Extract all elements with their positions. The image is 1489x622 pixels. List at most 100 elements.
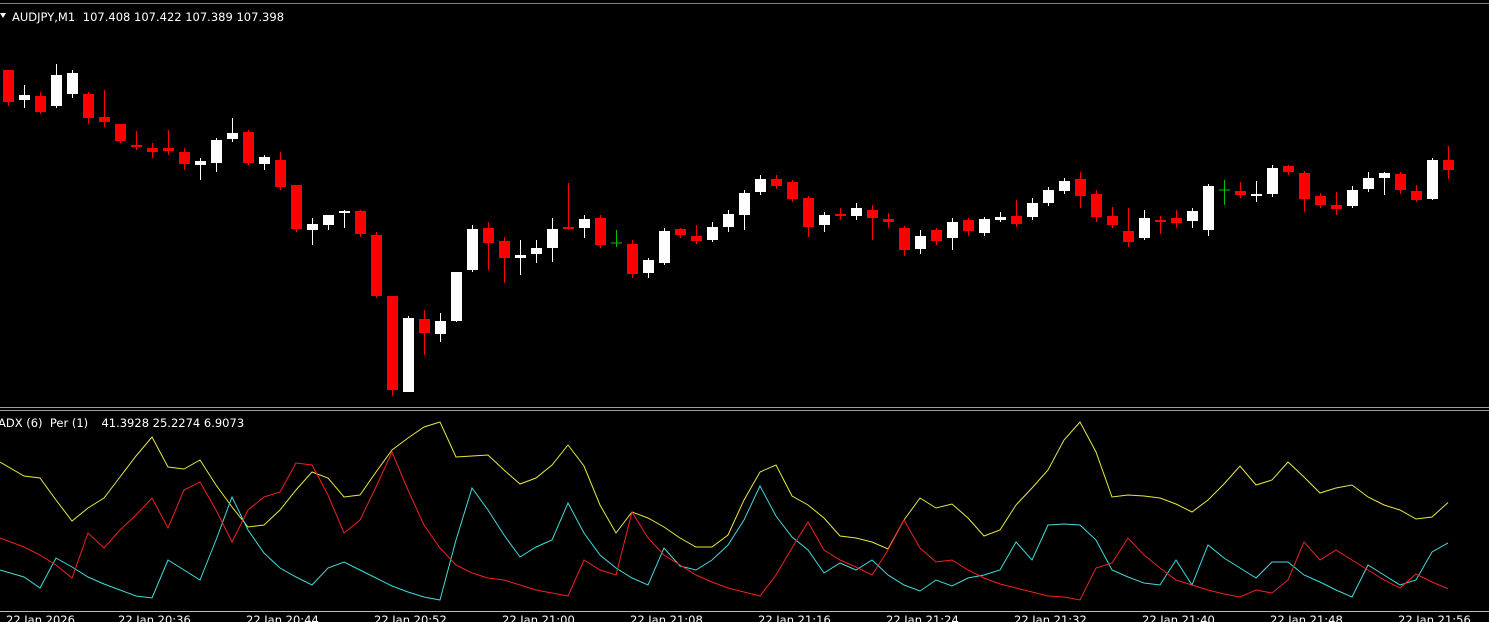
- candle-body: [451, 272, 462, 321]
- time-label: 22 Jan 21:32: [1014, 613, 1087, 622]
- candle-body: [947, 222, 958, 238]
- candle-body: [547, 229, 558, 248]
- candle-body: [19, 95, 30, 100]
- candle-body: [755, 179, 766, 192]
- candle-body: [899, 228, 910, 250]
- candle-body: [1363, 178, 1374, 189]
- candle-body: [51, 75, 62, 106]
- candle-body: [211, 140, 222, 163]
- candle-body: [643, 260, 654, 273]
- candle-body: [1011, 216, 1022, 224]
- time-label: 22 Jan 21:48: [1270, 613, 1343, 622]
- high-value: 107.422: [134, 10, 182, 24]
- open-value: 107.408: [83, 10, 131, 24]
- candle-body: [915, 236, 926, 249]
- di-plus-value: 25.2274: [153, 416, 201, 430]
- candle-body: [307, 224, 318, 230]
- candle-body: [675, 229, 686, 235]
- candle-body: [851, 208, 862, 216]
- candle-body: [1139, 218, 1150, 238]
- candle-body: [99, 117, 110, 122]
- candle-body: [1123, 231, 1134, 242]
- candle-body: [979, 219, 990, 233]
- time-label: 22 Jan 2026: [6, 613, 75, 622]
- candle-body: [1411, 191, 1422, 200]
- candle-body: [467, 229, 478, 270]
- candle-body: [195, 161, 206, 165]
- candle-body: [995, 217, 1006, 220]
- candle-body: [1299, 173, 1310, 199]
- candle-body: [707, 227, 718, 240]
- candle-body: [1315, 196, 1326, 205]
- candle-body: [803, 198, 814, 227]
- candle-body: [419, 319, 430, 333]
- price-header: AUDJPY,M1 107.408 107.422 107.389 107.39…: [12, 10, 284, 24]
- time-label: 22 Jan 21:16: [758, 613, 831, 622]
- candle-body: [323, 215, 334, 225]
- di-minus-value: 6.9073: [204, 416, 244, 430]
- candle-body: [339, 211, 350, 213]
- candle-body: [1187, 211, 1198, 221]
- candle-body: [259, 157, 270, 164]
- candle-body: [1395, 174, 1406, 190]
- candle-body: [787, 182, 798, 199]
- candle-body: [867, 210, 878, 218]
- candle-body: [835, 214, 846, 216]
- time-label: 22 Jan 21:56: [1398, 613, 1471, 622]
- candle-body: [819, 215, 830, 225]
- candle-body: [563, 227, 574, 229]
- symbol: AUDJPY,M1: [12, 10, 75, 24]
- candle-body: [691, 236, 702, 241]
- candle-body: [291, 185, 302, 229]
- time-label: 22 Jan 21:00: [502, 613, 575, 622]
- indicator-line: [0, 484, 1449, 601]
- candle-body: [355, 211, 366, 234]
- candle-body: [131, 145, 142, 147]
- candle-body: [179, 152, 190, 164]
- candle-body: [275, 160, 286, 187]
- candle-body: [163, 148, 174, 151]
- candle-body: [1283, 166, 1294, 172]
- candle-body: [35, 96, 46, 112]
- candle-body: [1443, 160, 1454, 170]
- candle-body: [483, 228, 494, 243]
- time-label: 22 Jan 20:36: [118, 613, 191, 622]
- candle-body: [371, 235, 382, 296]
- adx-value: 41.3928: [101, 416, 149, 430]
- candle-body: [1043, 190, 1054, 203]
- candle-body: [499, 241, 510, 258]
- candle-body: [723, 214, 734, 227]
- low-value: 107.389: [185, 10, 233, 24]
- time-label: 22 Jan 21:08: [630, 613, 703, 622]
- candle-body: [1091, 194, 1102, 217]
- close-value: 107.398: [236, 10, 284, 24]
- candle-body: [1059, 181, 1070, 191]
- candle-body: [659, 231, 670, 263]
- candle-body: [387, 296, 398, 390]
- candle-body: [1331, 205, 1342, 209]
- candle-body: [67, 73, 78, 94]
- candle-body: [1251, 194, 1262, 196]
- candle-body: [403, 318, 414, 392]
- candle-body: [1427, 160, 1438, 199]
- candle-body: [579, 219, 590, 228]
- candle-body: [1171, 218, 1182, 223]
- candle-body: [1379, 173, 1390, 178]
- candle-body: [435, 321, 446, 334]
- candle-body: [83, 94, 94, 118]
- candle-body: [771, 179, 782, 186]
- candle-body: [1075, 179, 1086, 196]
- candle-body: [627, 244, 638, 274]
- collapse-arrow: [0, 13, 6, 18]
- candle-body: [1235, 191, 1246, 195]
- time-label: 22 Jan 21:24: [886, 613, 959, 622]
- candle-body: [227, 133, 238, 139]
- indicator-line: [0, 450, 1449, 601]
- candle-body: [1203, 186, 1214, 230]
- candle-body: [115, 124, 126, 141]
- candle-body: [1155, 220, 1166, 222]
- indicator-header: ADX (6) Per (1) 41.3928 25.2274 6.9073: [0, 416, 244, 430]
- time-label: 22 Jan 21:40: [1142, 613, 1215, 622]
